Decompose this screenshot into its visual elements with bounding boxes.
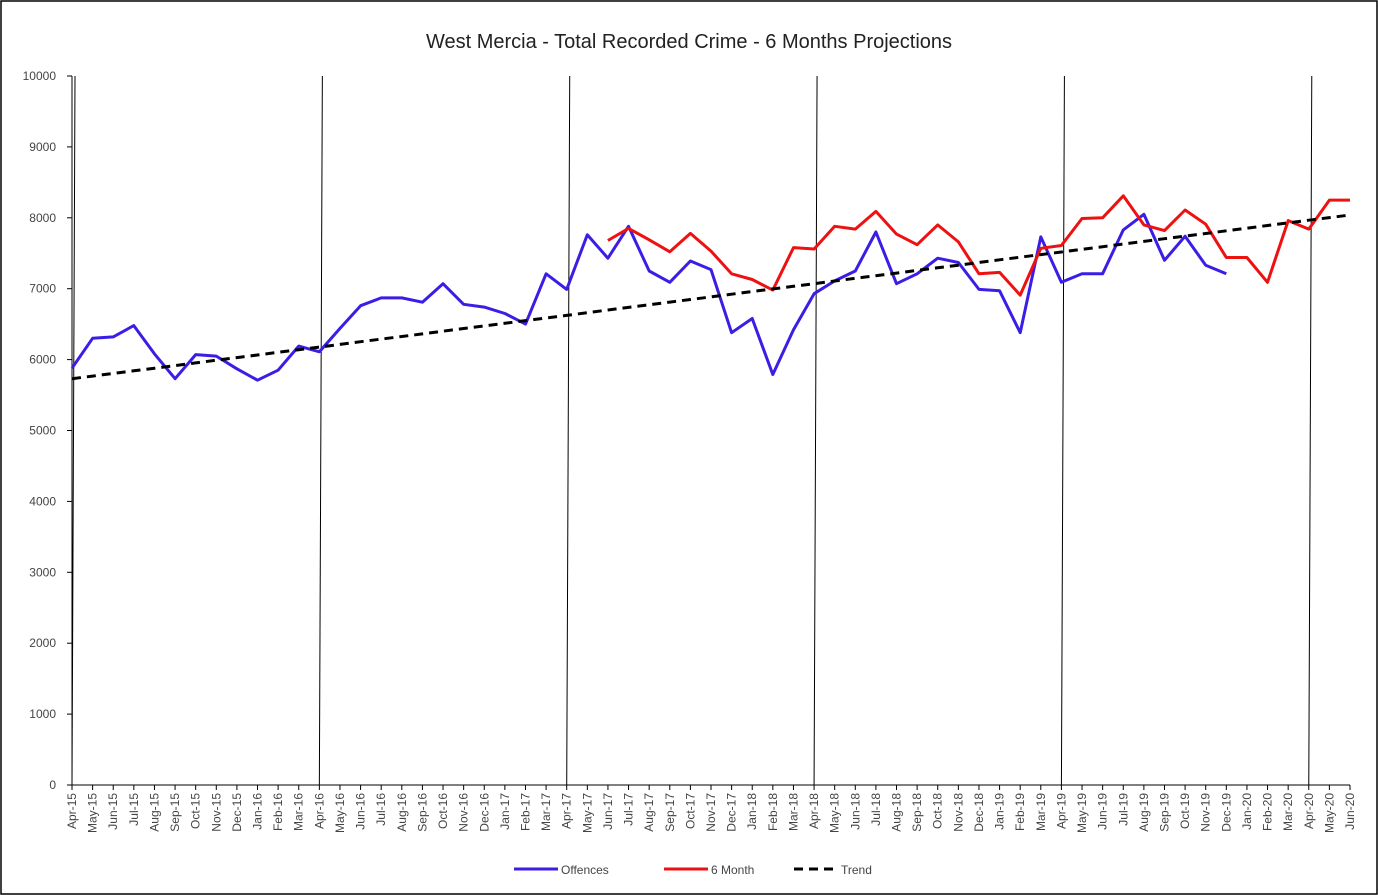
x-tick-label: Aug-19 xyxy=(1137,793,1151,832)
y-tick-label: 3000 xyxy=(29,565,56,579)
x-tick-label: Jul-15 xyxy=(127,793,141,826)
x-tick-label: Jun-20 xyxy=(1343,793,1357,830)
y-tick-label: 8000 xyxy=(29,211,56,225)
x-tick-label: Feb-19 xyxy=(1013,793,1027,831)
x-tick-label: Dec-15 xyxy=(230,793,244,832)
x-tick-label: Oct-16 xyxy=(436,793,450,829)
x-tick-label: Sep-16 xyxy=(415,793,429,832)
x-tick-label: Dec-16 xyxy=(477,793,491,832)
x-tick-label: Apr-15 xyxy=(65,793,79,829)
x-tick-label: Jun-15 xyxy=(106,793,120,830)
x-tick-label: Jul-18 xyxy=(869,793,883,826)
x-tick-label: Mar-17 xyxy=(539,793,553,831)
x-tick-label: Apr-16 xyxy=(312,793,326,829)
x-tick-label: Nov-15 xyxy=(209,793,223,832)
x-tick-label: Apr-18 xyxy=(807,793,821,829)
x-tick-label: Feb-18 xyxy=(766,793,780,831)
x-tick-label: Oct-17 xyxy=(683,793,697,829)
x-tick-label: Mar-16 xyxy=(292,793,306,831)
x-tick-label: Oct-19 xyxy=(1178,793,1192,829)
x-tick-label: Nov-18 xyxy=(951,793,965,832)
x-tick-label: Sep-18 xyxy=(910,793,924,832)
x-tick-label: Aug-16 xyxy=(395,793,409,832)
x-tick-label: Apr-19 xyxy=(1054,793,1068,829)
x-tick-label: Jul-16 xyxy=(374,793,388,826)
legend-label: Trend xyxy=(841,863,872,877)
x-tick-label: Jul-19 xyxy=(1116,793,1130,826)
y-tick-label: 1000 xyxy=(29,707,56,721)
chart-title: West Mercia - Total Recorded Crime - 6 M… xyxy=(426,31,952,53)
x-tick-label: Jun-16 xyxy=(354,793,368,830)
x-tick-label: Jan-19 xyxy=(993,793,1007,830)
y-tick-label: 5000 xyxy=(29,424,56,438)
x-tick-label: Jan-16 xyxy=(251,793,265,830)
x-tick-label: May-18 xyxy=(828,793,842,833)
x-tick-label: May-16 xyxy=(333,793,347,833)
x-tick-label: Oct-18 xyxy=(931,793,945,829)
x-tick-label: Sep-17 xyxy=(663,793,677,832)
x-tick-label: Feb-16 xyxy=(271,793,285,831)
y-tick-label: 6000 xyxy=(29,353,56,367)
x-tick-label: Jul-17 xyxy=(622,793,636,826)
y-tick-label: 2000 xyxy=(29,636,56,650)
x-tick-label: Mar-18 xyxy=(786,793,800,831)
x-tick-label: Apr-20 xyxy=(1302,793,1316,829)
x-tick-label: Sep-19 xyxy=(1157,793,1171,832)
x-tick-label: Nov-17 xyxy=(704,793,718,832)
x-tick-label: Sep-15 xyxy=(168,793,182,832)
x-tick-label: Jun-19 xyxy=(1096,793,1110,830)
x-tick-label: Jun-18 xyxy=(848,793,862,830)
x-tick-label: Mar-20 xyxy=(1281,793,1295,831)
x-tick-label: Feb-20 xyxy=(1261,793,1275,831)
x-tick-label: May-15 xyxy=(86,793,100,833)
legend-label: Offences xyxy=(561,863,609,877)
year-divider xyxy=(813,75,818,786)
y-tick-label: 4000 xyxy=(29,494,56,508)
x-tick-label: Dec-17 xyxy=(725,793,739,832)
x-tick-label: Jan-17 xyxy=(498,793,512,830)
x-tick-label: Nov-19 xyxy=(1199,793,1213,832)
x-tick-label: May-19 xyxy=(1075,793,1089,833)
x-tick-label: Feb-17 xyxy=(518,793,532,831)
x-tick-label: May-20 xyxy=(1322,793,1336,833)
x-tick-label: Aug-18 xyxy=(890,793,904,832)
y-tick-label: 10000 xyxy=(23,69,57,83)
y-tick-label: 9000 xyxy=(29,140,56,154)
year-divider xyxy=(318,75,323,786)
x-tick-label: Apr-17 xyxy=(560,793,574,829)
x-tick-label: Dec-18 xyxy=(972,793,986,832)
x-tick-label: Jan-20 xyxy=(1240,793,1254,830)
legend-label: 6 Month xyxy=(711,863,754,877)
x-tick-label: Nov-16 xyxy=(457,793,471,832)
year-divider xyxy=(1060,75,1065,786)
y-tick-label: 0 xyxy=(49,778,56,792)
x-tick-label: Mar-19 xyxy=(1034,793,1048,831)
x-tick-label: Oct-15 xyxy=(189,793,203,829)
x-tick-label: Aug-15 xyxy=(147,793,161,832)
year-divider xyxy=(71,75,76,786)
series-line xyxy=(70,212,1227,382)
series-line xyxy=(71,213,1351,381)
x-tick-label: Dec-19 xyxy=(1219,793,1233,832)
year-divider xyxy=(1308,75,1313,786)
year-divider xyxy=(566,75,571,786)
series-line xyxy=(607,194,1350,297)
x-tick-label: Jan-18 xyxy=(745,793,759,830)
x-tick-label: Aug-17 xyxy=(642,793,656,832)
x-tick-label: Jun-17 xyxy=(601,793,615,830)
x-tick-label: May-17 xyxy=(580,793,594,833)
y-tick-label: 7000 xyxy=(29,282,56,296)
